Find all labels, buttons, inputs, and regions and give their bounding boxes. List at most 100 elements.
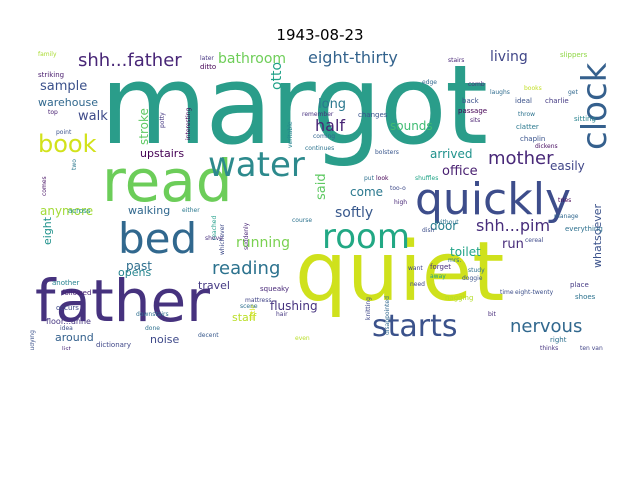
word-even: even: [295, 335, 310, 342]
word-read: read: [102, 147, 233, 215]
word-studying: studying: [30, 330, 36, 350]
word-everything: everything: [565, 225, 603, 233]
word-changes: changes: [358, 111, 388, 119]
word-laughs: laughs: [490, 89, 510, 96]
word-shuffles: shuffles: [415, 175, 439, 182]
word-nervous: nervous: [510, 316, 583, 337]
word-look: look: [376, 175, 389, 182]
word-whatsoever: whatsoever: [591, 203, 604, 268]
word-without: without: [436, 219, 459, 226]
word-get: get: [568, 89, 578, 96]
word-tries: tries: [558, 197, 572, 204]
word-remember: remember: [302, 111, 334, 118]
word-come: come: [350, 185, 384, 199]
word-easily: easily: [550, 159, 585, 173]
word-running: running: [236, 235, 291, 251]
word-right: right: [550, 336, 567, 344]
word-anymore: anymore: [40, 204, 94, 218]
word-bit: bit: [488, 311, 496, 318]
word-continues: continues: [305, 145, 335, 152]
word-idea: idea: [60, 325, 73, 332]
word-bathroom: bathroom: [218, 51, 287, 67]
word-dictionary: dictionary: [96, 341, 131, 349]
word-family: family: [38, 51, 57, 58]
word-top: top: [48, 109, 58, 116]
word-scene: scene: [240, 303, 258, 310]
word-noise: noise: [150, 333, 180, 346]
word-ten-van: ten van: [580, 345, 603, 351]
word-eight-thirty: eight-thirty: [308, 50, 398, 67]
word-sits: sits: [470, 117, 481, 124]
word-mattress: mattress: [245, 297, 272, 304]
word-bolsters: bolsters: [375, 149, 399, 156]
word-otto: otto: [269, 61, 285, 90]
word-cloud: margot read water quickly quiet father b…: [30, 50, 610, 350]
word-course: course: [292, 217, 313, 224]
word-coming: coming: [313, 133, 336, 140]
word-edge: edge: [422, 79, 437, 86]
word-two: two: [71, 159, 78, 170]
word-hair: hair: [276, 311, 288, 318]
word-squeaky: squeaky: [260, 285, 290, 293]
word-ditto: ditto: [200, 63, 217, 71]
word-point: point: [56, 129, 72, 136]
word-cereal: cereal: [525, 237, 544, 244]
word-throw: throw: [518, 111, 536, 118]
word-need: need: [410, 281, 425, 288]
word-starts: starts: [372, 309, 458, 344]
word-around: around: [55, 331, 94, 344]
word-stairs: stairs: [448, 57, 465, 64]
word-manage: manage: [554, 213, 579, 220]
word-arrived: arrived: [430, 147, 473, 161]
word-warehouse: warehouse: [38, 96, 98, 109]
chart-title: 1943-08-23: [276, 26, 364, 44]
word-study: study: [468, 267, 485, 274]
word-dickens: dickens: [535, 143, 558, 150]
word-slippers: slippers: [560, 51, 588, 59]
word-later: later: [200, 55, 214, 62]
word-knitting: knitting: [365, 297, 372, 320]
word-forget: forget: [430, 263, 451, 271]
word-room: room: [322, 217, 410, 257]
word-decent: decent: [198, 332, 219, 339]
word-passage: passage: [458, 107, 488, 115]
word-veritable: veritable: [287, 121, 294, 148]
word-away: away: [430, 273, 446, 280]
word-occurs: occurs: [56, 304, 79, 312]
word-doggie: doggie: [462, 275, 483, 282]
word-want: want: [408, 265, 423, 272]
word-done: done: [145, 325, 160, 332]
word-softly: softly: [335, 205, 374, 221]
word-nagging: nagging: [445, 294, 474, 302]
word-stroke: stroke: [137, 108, 151, 145]
word-staff: staff: [232, 311, 257, 324]
word-back: back: [462, 97, 479, 105]
word-thinks: thinks: [540, 345, 559, 351]
word-across: across: [68, 207, 91, 215]
word-shove: shove: [205, 235, 223, 242]
word-eight: eight: [41, 216, 54, 245]
word-half: half: [315, 116, 346, 135]
word-walking: walking: [128, 204, 171, 217]
word-quickly: quickly: [415, 174, 571, 225]
word-living: living: [490, 50, 528, 65]
word-too-o: too-o: [390, 185, 406, 192]
word-interesting: interesting: [185, 107, 192, 140]
word-run: run: [502, 237, 524, 252]
word-clatter: clatter: [516, 123, 539, 131]
word-list: list: [62, 346, 71, 351]
word-eight-twenty: eight-twenty: [515, 289, 554, 296]
word-sitting: sitting: [574, 115, 596, 123]
word-ideal: ideal: [515, 97, 532, 105]
word-bed: bed: [118, 214, 198, 263]
word-time: time: [500, 289, 514, 296]
word-reading: reading: [212, 258, 281, 279]
word-potty: potty: [159, 112, 166, 128]
word-office: office: [442, 164, 478, 179]
word-mrs: mrs.: [448, 257, 462, 264]
word-put: put: [364, 175, 374, 182]
word-followed: followed: [62, 289, 92, 297]
word-clock: clock: [575, 62, 610, 150]
word-striking: striking: [38, 71, 65, 79]
word-high: high: [394, 199, 408, 206]
